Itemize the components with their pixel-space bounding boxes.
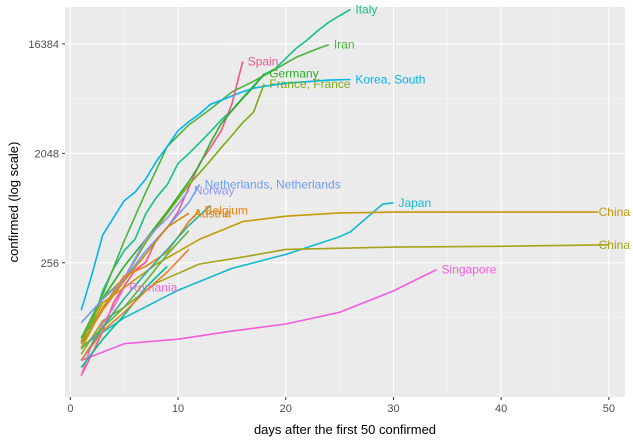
x-axis-title: days after the first 50 confirmed xyxy=(254,422,436,437)
series-end-label: Iran xyxy=(334,38,355,52)
y-tick-label: 16384 xyxy=(28,39,59,51)
series-line xyxy=(80,73,265,343)
series-end-label: Austria xyxy=(194,206,232,220)
series-line xyxy=(80,230,190,350)
series-lines xyxy=(80,8,609,377)
series-end-label: Japan xyxy=(398,196,431,210)
series-end-label: Netherlands, Netherlands xyxy=(205,177,341,191)
x-tick-label: 20 xyxy=(280,403,292,415)
series-end-label: France, France xyxy=(269,77,351,91)
series-line xyxy=(80,268,437,362)
series-end-label: Belgium xyxy=(205,204,248,218)
series-end-label: Norway xyxy=(194,184,235,198)
series-line xyxy=(80,78,351,311)
x-tick-label: 40 xyxy=(495,403,507,415)
series-line xyxy=(80,43,330,339)
series-line xyxy=(80,202,394,348)
series-end-label: Spain xyxy=(248,54,279,68)
x-tick-label: 50 xyxy=(603,403,615,415)
x-axis-ticks: 0 10 20 30 40 50 xyxy=(67,397,615,415)
y-tick-label: 256 xyxy=(41,258,59,270)
series-end-label: China xyxy=(599,238,631,252)
series-end-label: Germany xyxy=(269,67,318,81)
series-end-label: China xyxy=(599,205,631,219)
series-line xyxy=(80,265,168,368)
series-line xyxy=(80,248,190,361)
series-end-label: Italy xyxy=(355,2,377,16)
x-tick-label: 0 xyxy=(67,403,73,415)
series-line xyxy=(80,212,190,345)
y-axis-title: confirmed (log scale) xyxy=(6,142,21,263)
grid xyxy=(65,7,625,397)
y-tick-label: 2048 xyxy=(35,148,59,160)
series-line xyxy=(80,183,201,324)
series-end-label: Korea, South xyxy=(355,73,425,87)
x-tick-label: 10 xyxy=(172,403,184,415)
series-line xyxy=(80,211,599,350)
series-end-label: Romania xyxy=(129,281,177,295)
series-line xyxy=(80,8,351,338)
y-axis-ticks: 256 2048 16384 xyxy=(28,39,65,270)
series-labels: Italy Iran Korea, South SpainGermanyFrance,… xyxy=(129,2,630,294)
series-end-label: Singapore xyxy=(442,263,497,277)
panel-background xyxy=(65,7,625,397)
series-line xyxy=(80,210,201,350)
x-tick-label: 30 xyxy=(387,403,399,415)
series-line xyxy=(80,287,125,376)
